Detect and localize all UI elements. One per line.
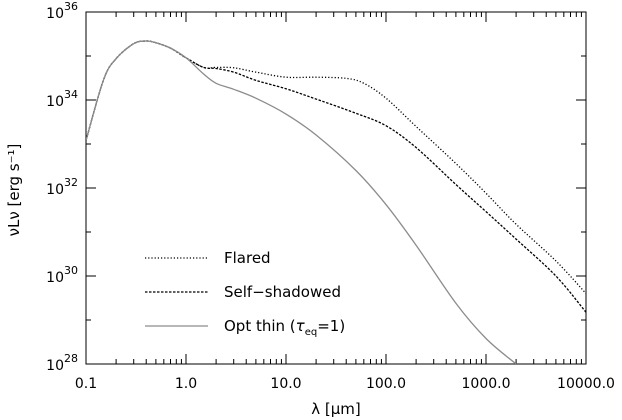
axis-ticks bbox=[85, 11, 587, 365]
series-line-0 bbox=[86, 40, 586, 294]
series-line-1 bbox=[86, 40, 586, 313]
legend-label-flared: Flared bbox=[224, 249, 271, 267]
plot-frame bbox=[85, 11, 587, 365]
y-tick-labels: 1028 1030 1032 1034 1036 bbox=[46, 0, 78, 374]
y-tick-label: 1028 bbox=[46, 352, 78, 374]
x-tick-label: 10000.0 bbox=[557, 376, 615, 392]
y-tick-label: 1032 bbox=[46, 176, 78, 198]
legend: Flared Self−shadowed Opt thin (τeq=1) bbox=[145, 249, 345, 338]
x-tick-labels: 0.1 1.0 10.0 100.0 1000.0 10000.0 bbox=[75, 376, 615, 392]
x-tick-label: 10.0 bbox=[270, 376, 301, 392]
x-tick-label: 100.0 bbox=[366, 376, 406, 392]
x-axis-title: λ [μm] bbox=[311, 400, 361, 418]
y-tick-label: 1030 bbox=[46, 264, 78, 286]
y-tick-label: 1034 bbox=[46, 88, 78, 110]
x-tick-label: 1.0 bbox=[175, 376, 197, 392]
y-axis-title: νLν [erg s⁻¹] bbox=[5, 144, 23, 237]
series-lines bbox=[86, 40, 586, 364]
legend-label-opt-thin: Opt thin (τeq=1) bbox=[224, 317, 345, 338]
legend-label-self-shadowed: Self−shadowed bbox=[224, 283, 341, 301]
series-line-2 bbox=[86, 40, 517, 364]
x-tick-label: 1000.0 bbox=[462, 376, 511, 392]
x-tick-label: 0.1 bbox=[75, 376, 97, 392]
y-tick-label: 1036 bbox=[46, 0, 78, 22]
